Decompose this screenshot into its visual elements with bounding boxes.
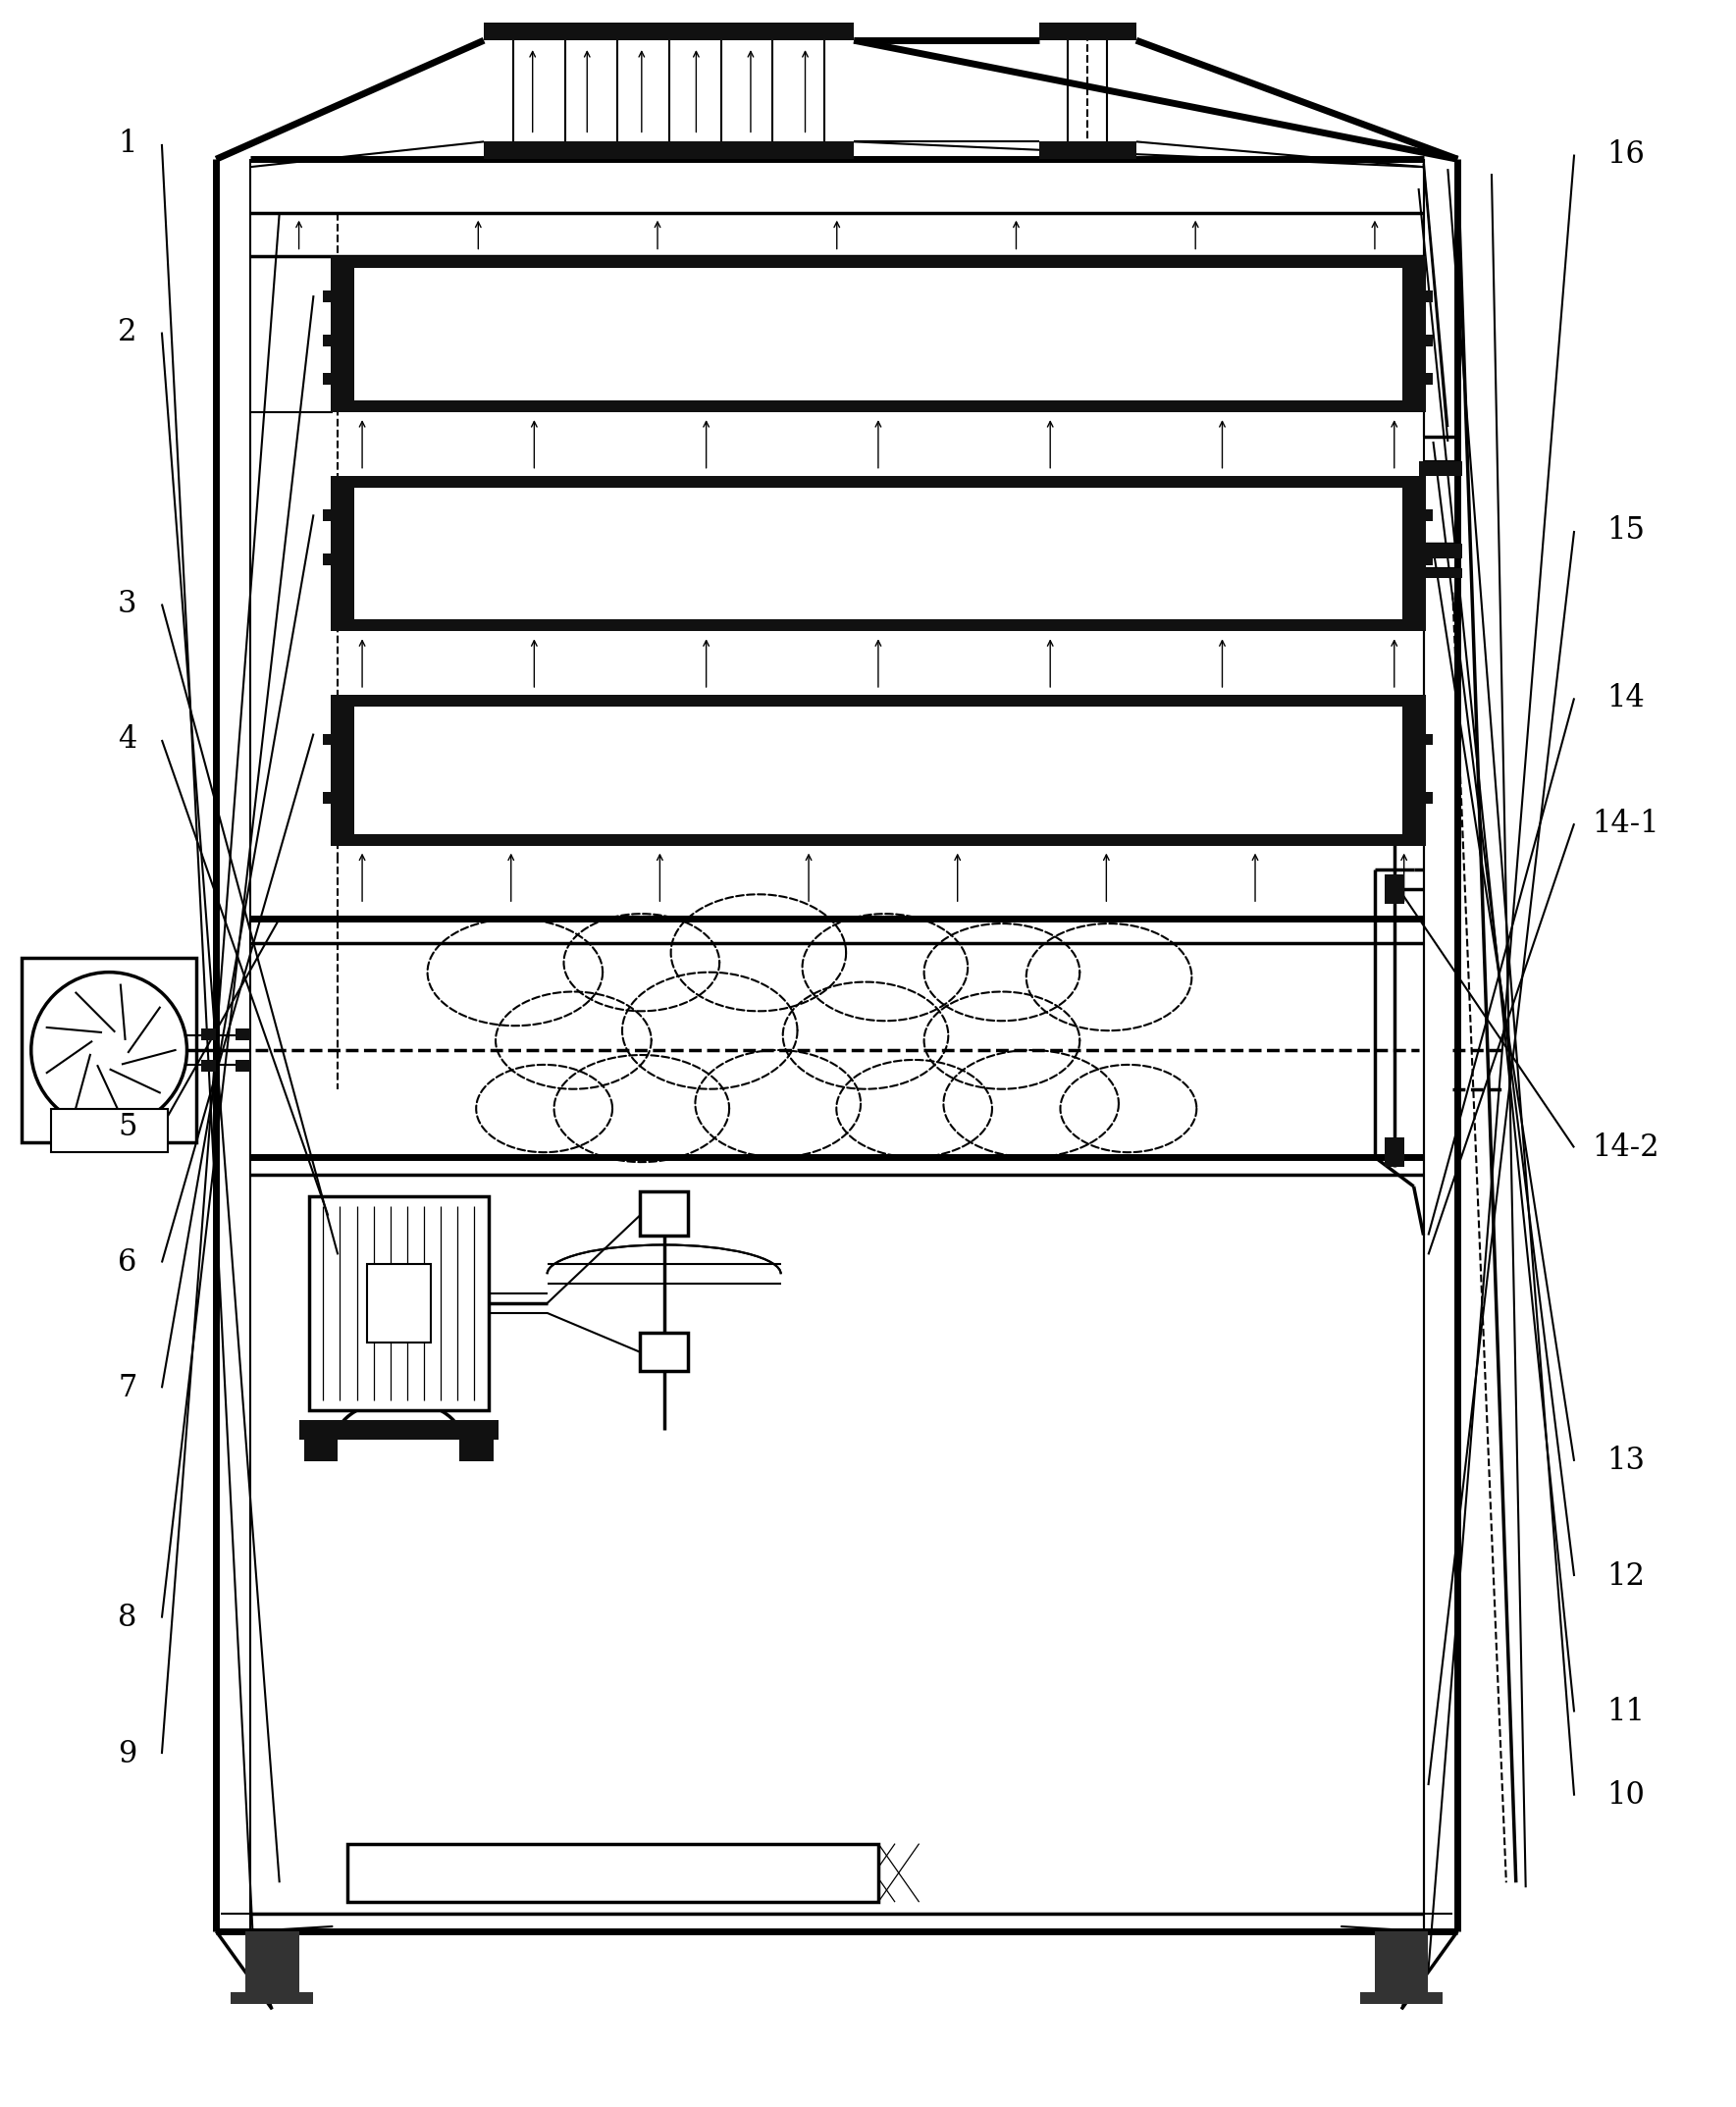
Bar <box>323 733 332 746</box>
Text: 9: 9 <box>118 1738 137 1770</box>
Bar <box>1038 141 1137 160</box>
Text: 11: 11 <box>1608 1696 1646 1728</box>
Text: 7: 7 <box>118 1374 137 1403</box>
Bar <box>332 834 1425 845</box>
Bar <box>309 1197 490 1410</box>
Bar <box>332 257 1425 268</box>
Bar <box>332 476 354 632</box>
Text: 3: 3 <box>118 588 137 619</box>
Bar <box>323 554 332 565</box>
Bar <box>201 1028 217 1041</box>
Text: 5: 5 <box>118 1112 137 1142</box>
Bar <box>1418 569 1462 577</box>
Bar <box>332 476 1425 487</box>
Bar <box>323 510 332 520</box>
Bar <box>332 695 354 845</box>
Bar <box>639 1190 689 1235</box>
Bar <box>354 487 1403 619</box>
Bar <box>323 373 332 386</box>
Bar <box>460 1439 493 1460</box>
Bar <box>332 695 1425 706</box>
Bar <box>1425 510 1434 520</box>
Bar <box>332 257 354 413</box>
Bar <box>304 1439 339 1460</box>
Bar <box>366 1264 431 1342</box>
Bar <box>332 619 1425 632</box>
Text: 10: 10 <box>1608 1780 1646 1810</box>
Bar <box>484 23 854 40</box>
Bar <box>1385 1138 1404 1167</box>
Bar <box>323 291 332 301</box>
Bar <box>1425 554 1434 565</box>
Bar <box>1425 335 1434 346</box>
Bar <box>1403 476 1425 632</box>
Bar <box>1425 373 1434 386</box>
Text: 4: 4 <box>118 725 137 754</box>
Text: 8: 8 <box>118 1603 137 1633</box>
Bar <box>347 1844 878 1903</box>
Bar <box>332 400 1425 413</box>
Bar <box>236 1060 250 1072</box>
Bar <box>299 1420 498 1439</box>
Text: 15: 15 <box>1608 516 1646 546</box>
Bar <box>1385 874 1404 904</box>
Text: 14: 14 <box>1608 683 1644 714</box>
Bar <box>639 1332 689 1372</box>
Bar <box>1038 23 1137 40</box>
Bar <box>354 706 1403 834</box>
Text: 12: 12 <box>1608 1561 1646 1591</box>
Bar <box>354 268 1403 400</box>
Bar <box>1425 733 1434 746</box>
Bar <box>1361 1993 1443 2004</box>
Bar <box>323 335 332 346</box>
Bar <box>1425 291 1434 301</box>
Bar <box>1403 257 1425 413</box>
Bar <box>245 1932 299 2004</box>
Bar <box>201 1060 217 1072</box>
Bar <box>1418 544 1462 558</box>
Bar <box>323 792 332 803</box>
Bar <box>1418 461 1462 476</box>
Bar <box>1403 695 1425 845</box>
Bar <box>21 957 196 1142</box>
Text: 14-2: 14-2 <box>1592 1131 1660 1163</box>
Bar <box>1425 792 1434 803</box>
Bar <box>231 1993 314 2004</box>
Text: 14-1: 14-1 <box>1592 809 1660 839</box>
Bar <box>236 1028 250 1041</box>
Bar <box>1375 1932 1429 2004</box>
Text: 16: 16 <box>1608 139 1646 171</box>
Text: 6: 6 <box>118 1247 137 1277</box>
Text: 1: 1 <box>118 129 137 160</box>
Bar <box>484 141 854 160</box>
Bar <box>50 1108 167 1153</box>
Text: 13: 13 <box>1608 1445 1646 1477</box>
Text: 2: 2 <box>118 316 137 348</box>
